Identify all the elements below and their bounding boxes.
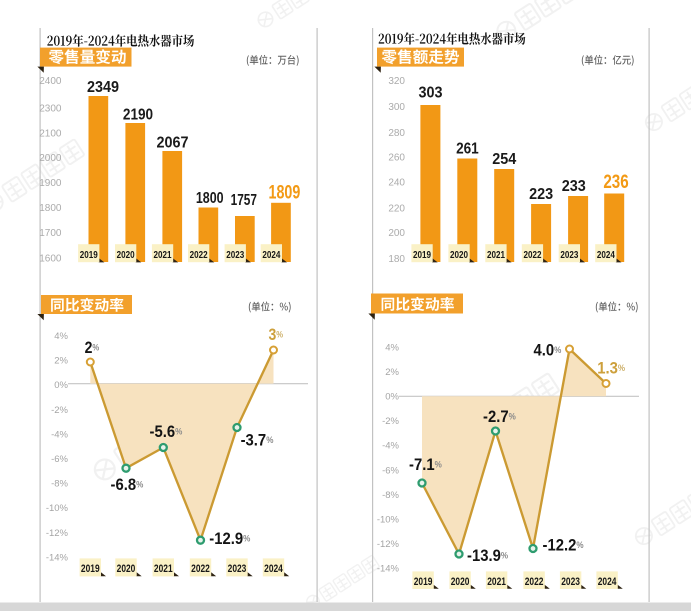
- svg-text:4%: 4%: [54, 331, 68, 342]
- svg-text:-12.9%: -12.9%: [209, 531, 250, 549]
- svg-text:0%: 0%: [54, 380, 68, 391]
- svg-text:-8%: -8%: [382, 490, 399, 501]
- svg-text:-5.6%: -5.6%: [150, 423, 183, 441]
- svg-text:1800: 1800: [196, 190, 224, 208]
- svg-text:1757: 1757: [231, 190, 257, 208]
- svg-text:2023: 2023: [226, 249, 244, 260]
- svg-text:280: 280: [388, 128, 405, 139]
- svg-text:2100: 2100: [39, 129, 62, 140]
- svg-text:-12%: -12%: [377, 539, 400, 550]
- svg-text:2%: 2%: [54, 356, 68, 367]
- svg-text:2023: 2023: [560, 249, 578, 260]
- svg-text:1700: 1700: [39, 228, 62, 239]
- svg-text:1800: 1800: [39, 203, 62, 214]
- svg-text:2021: 2021: [154, 563, 173, 575]
- svg-text:2400: 2400: [39, 76, 62, 87]
- svg-text:-13.9%: -13.9%: [467, 547, 508, 565]
- svg-text:303: 303: [418, 84, 442, 102]
- svg-text:220: 220: [388, 204, 405, 215]
- svg-text:-10%: -10%: [46, 503, 69, 514]
- svg-text:300: 300: [388, 102, 405, 113]
- svg-text:-8%: -8%: [51, 479, 68, 490]
- svg-text:-14%: -14%: [377, 563, 400, 574]
- svg-text:-6.8%: -6.8%: [111, 476, 144, 494]
- svg-text:2023: 2023: [561, 576, 580, 588]
- svg-text:2067: 2067: [156, 134, 188, 152]
- svg-text:2021: 2021: [487, 249, 505, 260]
- svg-text:2022: 2022: [525, 576, 544, 588]
- svg-text:2024: 2024: [598, 576, 617, 588]
- svg-text:-7.1%: -7.1%: [409, 456, 442, 474]
- svg-text:2019: 2019: [413, 249, 431, 260]
- svg-text:-6%: -6%: [382, 465, 399, 476]
- svg-text:1809: 1809: [269, 181, 301, 202]
- svg-text:2019: 2019: [80, 249, 98, 260]
- svg-text:-2.7%: -2.7%: [483, 408, 516, 426]
- svg-text:200: 200: [388, 228, 405, 239]
- svg-text:2019: 2019: [81, 563, 100, 575]
- svg-text:261: 261: [456, 141, 479, 158]
- svg-text:2021: 2021: [154, 249, 172, 260]
- svg-text:1600: 1600: [39, 253, 62, 264]
- svg-text:2020: 2020: [117, 563, 136, 575]
- svg-text:2190: 2190: [123, 106, 153, 123]
- svg-text:-10%: -10%: [377, 514, 400, 525]
- svg-text:-12.2%: -12.2%: [543, 537, 584, 555]
- svg-text:2020: 2020: [117, 249, 135, 260]
- svg-text:180: 180: [388, 254, 405, 265]
- svg-text:-2%: -2%: [382, 416, 399, 427]
- svg-text:1900: 1900: [39, 178, 62, 189]
- svg-text:2022: 2022: [191, 563, 210, 575]
- svg-text:320: 320: [388, 76, 405, 87]
- svg-text:2020: 2020: [450, 249, 468, 260]
- svg-text:-4%: -4%: [382, 441, 399, 452]
- svg-text:2024: 2024: [262, 249, 281, 260]
- svg-text:-3.7%: -3.7%: [241, 432, 274, 450]
- svg-text:2022: 2022: [190, 249, 208, 260]
- svg-text:2024: 2024: [597, 249, 616, 260]
- svg-text:2019: 2019: [414, 576, 433, 588]
- svg-text:260: 260: [388, 153, 405, 164]
- svg-text:2023: 2023: [228, 563, 247, 575]
- svg-text:2300: 2300: [39, 103, 62, 114]
- svg-text:-12%: -12%: [46, 528, 69, 539]
- svg-text:223: 223: [529, 185, 553, 203]
- svg-text:240: 240: [388, 178, 405, 189]
- svg-text:-14%: -14%: [46, 552, 69, 563]
- svg-text:-6%: -6%: [51, 454, 68, 465]
- svg-text:2020: 2020: [451, 576, 470, 588]
- svg-text:2021: 2021: [487, 576, 506, 588]
- svg-text:2000: 2000: [39, 153, 62, 164]
- svg-text:4%: 4%: [385, 343, 399, 354]
- svg-text:233: 233: [562, 177, 586, 195]
- svg-text:254: 254: [492, 150, 517, 168]
- svg-text:2349: 2349: [87, 78, 119, 96]
- svg-text:2%: 2%: [385, 367, 399, 378]
- svg-text:2024: 2024: [264, 563, 283, 575]
- svg-text:-4%: -4%: [51, 429, 68, 440]
- svg-text:236: 236: [603, 170, 628, 192]
- svg-text:0%: 0%: [385, 392, 399, 403]
- svg-text:-2%: -2%: [51, 405, 68, 416]
- svg-text:2022: 2022: [523, 249, 541, 260]
